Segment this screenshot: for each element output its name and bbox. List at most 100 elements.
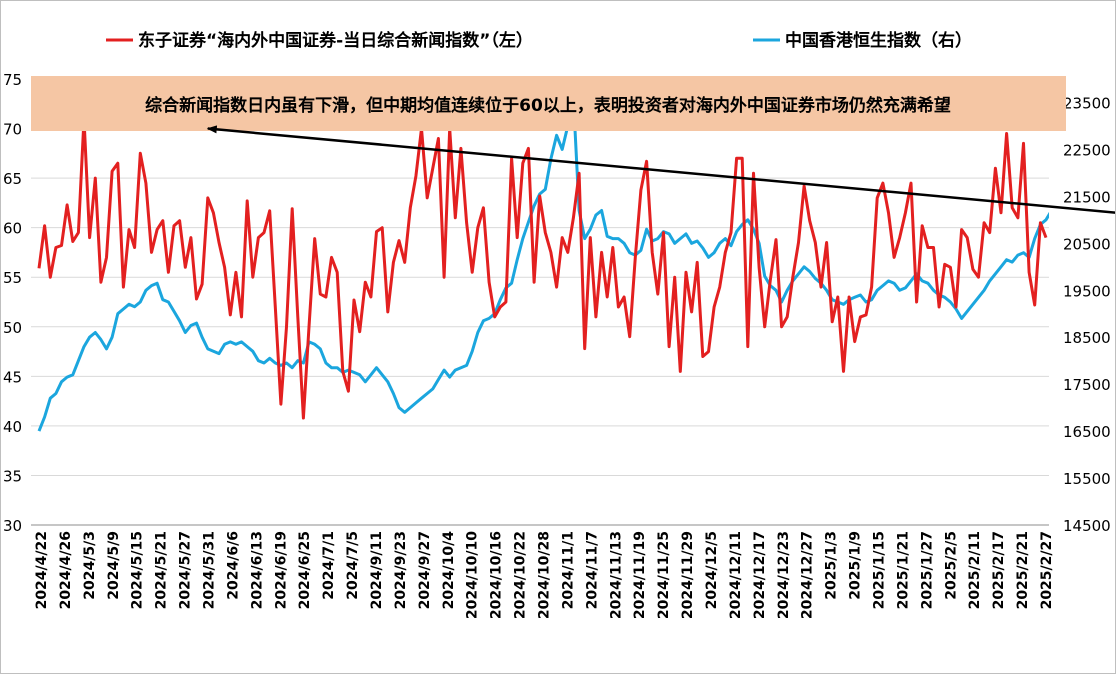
x-tick-label-group: 2024/5/3	[82, 531, 98, 600]
x-tick-label: 2024/12/5	[704, 531, 720, 609]
y-left-tick-label: 50	[3, 319, 22, 337]
y-left-tick-label: 70	[3, 121, 22, 139]
x-tick-label-group: 2024/10/28	[537, 531, 553, 619]
x-tick-label: 2024/10/4	[441, 531, 457, 610]
x-tick-label-group: 2024/6/25	[297, 531, 313, 609]
x-tick-label: 2025/1/15	[872, 531, 888, 609]
series-line-hang-seng	[37, 96, 1049, 432]
x-tick-label-group: 2024/11/29	[680, 531, 696, 619]
x-tick-label: 2024/5/21	[154, 531, 170, 609]
legend: 东子证券“海内外中国证券-当日综合新闻指数”（左） 中国香港恒生指数（右）	[106, 30, 972, 51]
x-tick-label-group: 2024/12/11	[728, 531, 744, 619]
y-right-axis: 14500 15500 16500 17500 18500 19500 20500 21500…	[1063, 94, 1111, 535]
x-tick-label: 2024/11/13	[608, 531, 624, 619]
x-tick-label: 2025/1/21	[895, 531, 911, 609]
y-right-tick-label: 22500	[1063, 141, 1111, 159]
series-line-news-index	[37, 117, 1048, 420]
y-right-tick-label: 19500	[1063, 282, 1111, 300]
x-tick-label: 2025/2/11	[967, 531, 983, 609]
x-tick-label-group: 2024/7/1	[321, 531, 337, 600]
x-tick-label-group: 2024/5/21	[154, 531, 170, 609]
x-tick-label-group: 2025/2/17	[991, 531, 1007, 609]
y-left-tick-label: 65	[3, 170, 22, 188]
x-tick-label-group: 2024/10/16	[489, 531, 505, 619]
x-tick-label: 2025/1/9	[848, 531, 864, 600]
x-tick-label-group: 2025/1/21	[895, 531, 911, 609]
y-left-tick-label: 40	[3, 418, 22, 436]
legend-label-news-index: 东子证券“海内外中国证券-当日综合新闻指数”（左）	[138, 30, 533, 51]
x-tick-label-group: 2024/6/13	[249, 531, 265, 609]
x-tick-label: 2024/7/5	[345, 531, 361, 600]
y-right-tick-label: 16500	[1063, 423, 1111, 441]
grid	[31, 78, 1049, 476]
y-left-tick-label: 55	[3, 269, 22, 287]
series-layer	[37, 96, 1049, 432]
x-tick-label-group: 2024/5/31	[202, 531, 218, 609]
x-tick-label: 2024/4/22	[34, 531, 50, 609]
x-tick-label: 2024/12/17	[752, 531, 768, 619]
x-tick-label-group: 2024/4/26	[58, 531, 74, 609]
x-tick-label: 2024/7/1	[321, 531, 337, 600]
x-tick-label: 2024/11/25	[656, 531, 672, 619]
y-left-tick-label: 60	[3, 220, 22, 238]
x-tick-label: 2024/11/19	[632, 531, 648, 619]
y-right-tick-label: 23500	[1063, 94, 1111, 112]
y-left-axis: 30 35 40 45 50 55 60 65 70 75	[3, 71, 22, 535]
x-tick-label-group: 2024/12/17	[752, 531, 768, 619]
x-tick-label-group: 2024/11/1	[560, 531, 576, 609]
x-tick-label: 2024/6/13	[249, 531, 265, 609]
x-tick-label: 2025/2/17	[991, 531, 1007, 609]
annotation-box	[31, 76, 1066, 131]
x-tick-label-group: 2024/5/27	[178, 531, 194, 609]
x-tick-label-group: 2025/1/15	[872, 531, 888, 609]
x-tick-label-group: 2024/11/7	[584, 531, 600, 609]
y-right-tick-label: 17500	[1063, 376, 1111, 394]
y-left-tick-label: 30	[3, 517, 22, 535]
y-left-tick-label: 75	[3, 71, 22, 89]
x-tick-label: 2024/10/10	[465, 531, 481, 619]
y-left-tick-label: 45	[3, 368, 22, 386]
x-tick-label-group: 2025/1/3	[824, 531, 840, 600]
trendline-layer	[206, 125, 1115, 214]
x-tick-label: 2024/11/7	[584, 531, 600, 609]
x-tick-label: 2024/10/22	[513, 531, 529, 619]
x-tick-label-group: 2024/11/25	[656, 531, 672, 619]
x-tick-label-group: 2024/5/9	[106, 531, 122, 600]
x-tick-label: 2024/5/9	[106, 531, 122, 600]
x-tick-label: 2024/11/1	[560, 531, 576, 609]
x-tick-label-group: 2024/9/27	[417, 531, 433, 609]
x-tick-label-group: 2024/9/11	[369, 531, 385, 609]
x-tick-label-group: 2025/2/5	[943, 531, 959, 600]
x-tick-label: 2024/11/29	[680, 531, 696, 619]
x-tick-label: 2024/12/11	[728, 531, 744, 619]
trend-arrow	[206, 125, 1115, 214]
x-tick-label-group: 2025/1/27	[919, 531, 935, 609]
x-tick-label: 2025/2/21	[1015, 531, 1031, 609]
x-tick-label: 2024/12/23	[776, 531, 792, 619]
x-tick-label-group: 2025/1/9	[848, 531, 864, 600]
x-tick-label: 2024/6/25	[297, 531, 313, 609]
x-tick-label: 2024/9/27	[417, 531, 433, 609]
x-tick-label: 2025/1/27	[919, 531, 935, 609]
x-axis: 2024/4/22 2024/4/26 2024/5/3 2024/5/9 2024/5…	[34, 531, 1055, 619]
x-tick-label-group: 2024/10/10	[465, 531, 481, 619]
x-tick-label-group: 2024/12/5	[704, 531, 720, 609]
legend-label-hang-seng: 中国香港恒生指数（右）	[785, 30, 972, 51]
x-tick-label-group: 2024/12/23	[776, 531, 792, 619]
x-tick-label-group: 2024/11/13	[608, 531, 624, 619]
x-tick-label-group: 2024/11/19	[632, 531, 648, 619]
x-tick-label-group: 2024/12/27	[800, 531, 816, 619]
x-tick-label: 2024/10/16	[489, 531, 505, 619]
x-tick-label-group: 2024/10/22	[513, 531, 529, 619]
x-tick-label: 2024/4/26	[58, 531, 74, 609]
x-tick-label: 2025/2/27	[1039, 531, 1055, 609]
y-right-tick-label: 18500	[1063, 329, 1111, 347]
x-tick-label: 2024/5/27	[178, 531, 194, 609]
annotation-text: 综合新闻指数日内虽有下滑，但中期均值连续位于60以上，表明投资者对海内外中国证券…	[145, 95, 951, 116]
y-right-tick-label: 21500	[1063, 188, 1111, 206]
y-left-tick-label: 35	[3, 467, 22, 485]
x-tick-label: 2024/5/31	[202, 531, 218, 609]
x-tick-label-group: 2024/6/19	[273, 531, 289, 609]
x-tick-label: 2024/6/6	[225, 531, 241, 600]
